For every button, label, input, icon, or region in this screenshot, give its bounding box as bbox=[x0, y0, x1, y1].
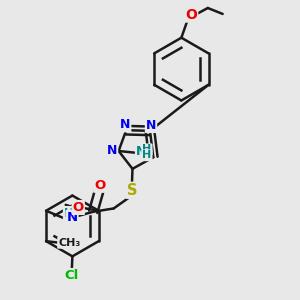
Text: Cl: Cl bbox=[64, 269, 79, 282]
Text: H: H bbox=[64, 207, 74, 220]
Text: H: H bbox=[142, 144, 152, 154]
Text: CH₃: CH₃ bbox=[58, 238, 80, 248]
Text: O: O bbox=[73, 201, 84, 214]
Text: N: N bbox=[120, 118, 130, 131]
Text: N: N bbox=[136, 146, 146, 158]
Text: N: N bbox=[67, 211, 78, 224]
Text: O: O bbox=[185, 8, 197, 22]
Text: H: H bbox=[142, 150, 152, 160]
Text: S: S bbox=[127, 183, 137, 198]
Text: O: O bbox=[94, 179, 105, 192]
Text: N: N bbox=[146, 119, 156, 132]
Text: N: N bbox=[107, 145, 117, 158]
